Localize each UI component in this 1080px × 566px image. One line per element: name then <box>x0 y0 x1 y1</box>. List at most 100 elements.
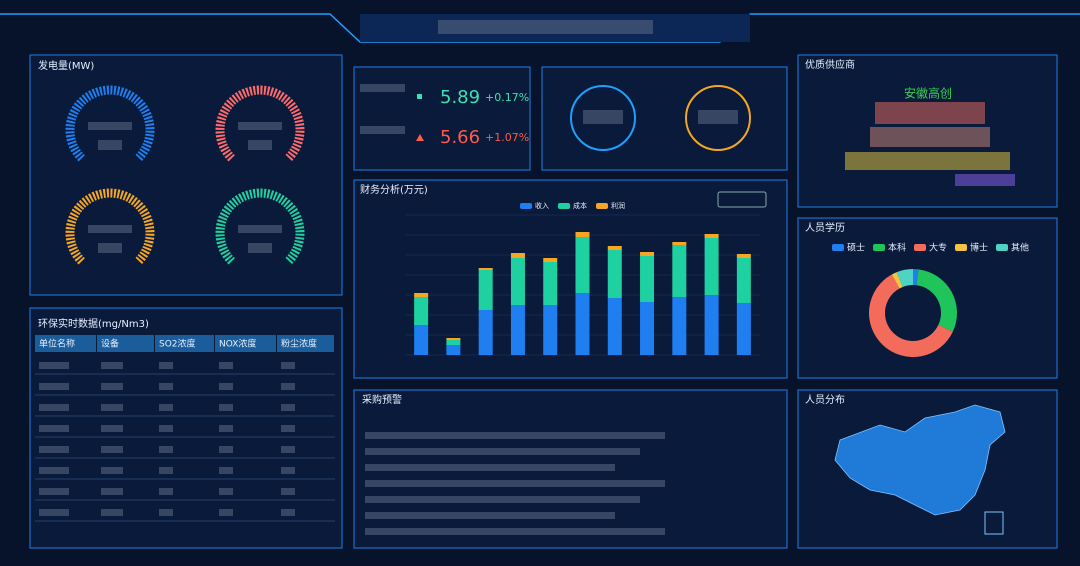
bar <box>575 232 590 237</box>
pie-slice <box>868 274 953 357</box>
gauge-blurred <box>238 122 282 130</box>
cell-blurred <box>101 509 123 516</box>
cell-blurred <box>101 467 123 474</box>
gauge-blurred <box>88 225 132 233</box>
bar <box>510 305 525 355</box>
panel-title: 采购预警 <box>362 393 402 406</box>
kpi-change: +1.07% <box>485 131 529 144</box>
cell-blurred <box>281 425 295 432</box>
cell-blurred <box>39 425 69 432</box>
bar <box>446 338 461 340</box>
bar <box>736 254 751 258</box>
kpi-label-blurred <box>360 126 405 134</box>
pie-slice <box>913 269 919 286</box>
cell-blurred <box>159 509 173 516</box>
bar <box>414 325 429 355</box>
kpi-marker <box>417 94 422 99</box>
pie-slice <box>896 269 913 287</box>
legend-swatch <box>832 244 844 251</box>
gauge-blurred <box>88 122 132 130</box>
panel-title: 财务分析(万元) <box>360 183 428 196</box>
bar <box>736 303 751 355</box>
gauge-blurred <box>98 243 122 253</box>
purchase-blurred <box>365 448 640 455</box>
purchase-blurred <box>365 464 615 471</box>
legend-swatch <box>955 244 967 251</box>
bar <box>704 238 719 295</box>
gauge-blurred <box>248 243 272 253</box>
cell-blurred <box>219 425 233 432</box>
table-header-cell <box>35 335 96 352</box>
supplier-name: 安徽高创 <box>904 86 952 101</box>
legend-label: 大专 <box>929 242 947 254</box>
bar <box>640 302 655 355</box>
bar <box>736 258 751 303</box>
legend-swatch <box>914 244 926 251</box>
purchase-blurred <box>365 480 665 487</box>
bar <box>704 295 719 355</box>
cell-blurred <box>159 362 173 369</box>
cell-blurred <box>219 509 233 516</box>
bar <box>543 305 558 355</box>
bar <box>607 298 622 355</box>
gauge-blurred <box>238 225 282 233</box>
panel-title: 人员分布 <box>805 394 845 406</box>
panel-title: 优质供应商 <box>805 58 855 71</box>
cell-blurred <box>101 383 123 390</box>
table-header: 设备 <box>101 338 119 350</box>
kpi-change: +0.17% <box>485 91 529 104</box>
cell-blurred <box>159 446 173 453</box>
bar <box>478 270 493 310</box>
bar <box>672 242 687 245</box>
cell-blurred <box>101 404 123 411</box>
supplier-blurred <box>870 127 990 147</box>
pie-slice <box>916 269 957 332</box>
purchase-blurred <box>365 528 665 535</box>
cell-blurred <box>159 383 173 390</box>
panel <box>353 66 531 171</box>
cell-blurred <box>39 362 69 369</box>
bar <box>672 297 687 355</box>
legend-label: 本科 <box>888 242 906 254</box>
cell-blurred <box>39 467 69 474</box>
kpi-marker <box>416 134 424 141</box>
table-header-cell <box>97 335 154 352</box>
cell-blurred <box>101 446 123 453</box>
legend-label: 收入 <box>535 201 549 210</box>
cell-blurred <box>101 425 123 432</box>
bar <box>478 310 493 355</box>
bar <box>543 262 558 305</box>
cell-blurred <box>101 362 123 369</box>
cell-blurred <box>39 446 69 453</box>
cell-blurred <box>39 383 69 390</box>
cell-blurred <box>219 488 233 495</box>
legend-label: 成本 <box>573 201 587 210</box>
table-header-cell <box>277 335 334 352</box>
panel-title: 发电量(MW) <box>38 59 94 72</box>
cell-blurred <box>101 488 123 495</box>
legend-swatch <box>873 244 885 251</box>
cell-blurred <box>39 488 69 495</box>
cell-blurred <box>159 467 173 474</box>
supplier-blurred <box>955 174 1015 186</box>
legend-swatch <box>596 203 608 209</box>
purchase-blurred <box>365 512 615 519</box>
ring <box>685 85 751 151</box>
legend-label: 博士 <box>970 242 988 254</box>
table-header-cell <box>215 335 276 352</box>
bar <box>446 340 461 345</box>
legend-label: 硕士 <box>847 242 865 254</box>
map <box>834 404 1006 516</box>
kpi-label-blurred <box>360 84 405 92</box>
cell-blurred <box>39 404 69 411</box>
supplier-blurred <box>875 102 985 124</box>
gauge-blurred <box>248 140 272 150</box>
cell-blurred <box>159 425 173 432</box>
cell-blurred <box>219 362 233 369</box>
supplier-blurred <box>845 152 1010 170</box>
kpi-value: 5.89 <box>440 87 480 108</box>
bar <box>414 297 429 325</box>
cell-blurred <box>39 509 69 516</box>
cell-blurred <box>281 488 295 495</box>
